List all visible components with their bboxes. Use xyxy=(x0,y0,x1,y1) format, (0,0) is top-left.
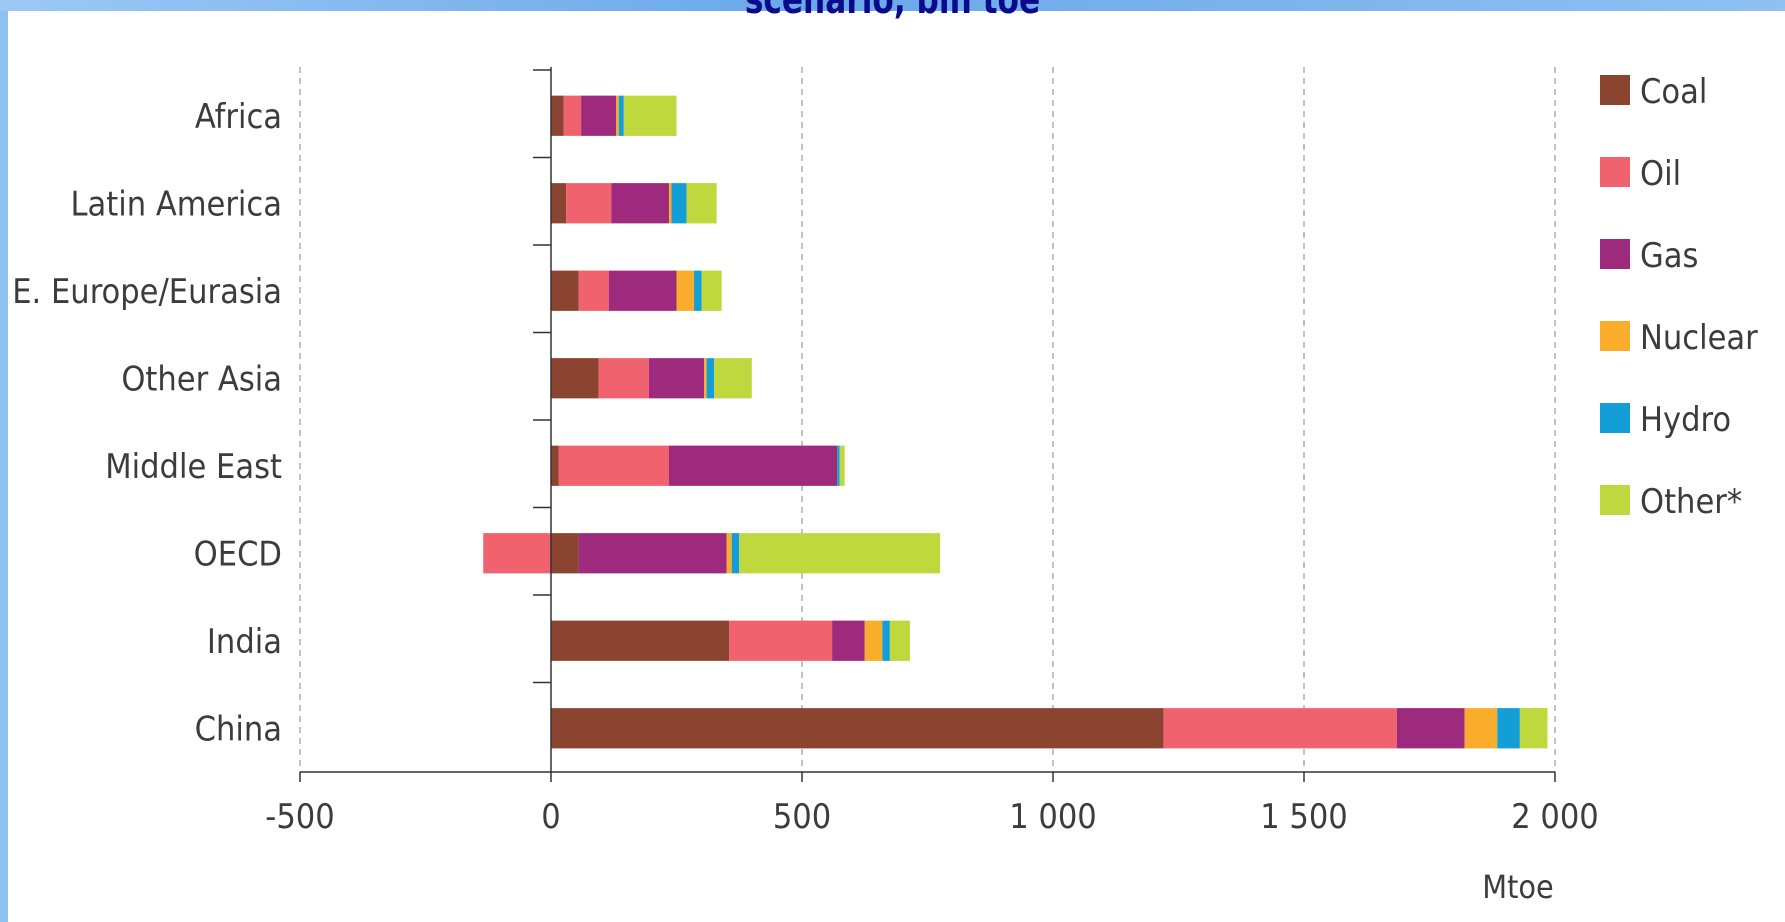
bar-china-hydro xyxy=(1497,708,1520,749)
legend: Coal Oil Gas Nuclear Hydro Other* xyxy=(1600,72,1758,522)
bar-china-other xyxy=(1519,708,1548,749)
legend-swatch-oil xyxy=(1600,157,1630,187)
bar-e-europe-eurasia-coal xyxy=(551,270,579,311)
legend-label-nuclear: Nuclear xyxy=(1640,318,1758,358)
bar-oecd-gas xyxy=(578,533,727,574)
legend-label-other: Other* xyxy=(1640,482,1742,522)
bar-china-oil xyxy=(1163,708,1397,749)
bar-middle-east-gas xyxy=(668,445,838,486)
x-tick-label: 1 000 xyxy=(1009,797,1097,837)
x-axis-label: Mtoe xyxy=(1482,868,1553,906)
bar-india-gas xyxy=(832,620,865,661)
bar-other-asia-gas xyxy=(648,358,705,399)
x-tick-label: 500 xyxy=(773,797,831,837)
bar-latin-america-oil xyxy=(566,183,612,224)
x-tick-label: 0 xyxy=(541,797,560,837)
bar-africa-gas xyxy=(581,95,617,136)
bar-africa-hydro xyxy=(618,95,624,136)
bar-other-asia-coal xyxy=(551,358,599,399)
chart-title: scenario, bln toe xyxy=(744,0,1041,23)
category-labels: Africa Latin America E. Europe/Eurasia Othe… xyxy=(12,97,282,750)
bar-oecd-oil xyxy=(483,533,551,574)
bar-india-nuclear xyxy=(864,620,883,661)
bar-latin-america-hydro xyxy=(671,183,687,224)
bar-oecd-hydro xyxy=(731,533,740,574)
bar-e-europe-eurasia-nuclear xyxy=(676,270,695,311)
bar-africa-other xyxy=(623,95,677,136)
bar-china-coal xyxy=(551,708,1164,749)
bar-other-asia-oil xyxy=(598,358,649,399)
bar-middle-east-oil xyxy=(558,445,669,486)
x-tick-label: -500 xyxy=(265,797,334,837)
category-label-e-europe-eurasia: E. Europe/Eurasia xyxy=(12,272,282,312)
bar-china-gas xyxy=(1396,708,1465,749)
legend-label-gas: Gas xyxy=(1640,236,1698,276)
gridlines xyxy=(299,67,1556,772)
bar-india-other xyxy=(889,620,910,661)
category-label-other-asia: Other Asia xyxy=(121,359,282,399)
bar-other-asia-other xyxy=(714,358,752,399)
bar-middle-east-coal xyxy=(551,445,559,486)
bar-other-asia-nuclear xyxy=(704,358,707,399)
bar-e-europe-eurasia-other xyxy=(701,270,722,311)
bar-latin-america-other xyxy=(686,183,717,224)
category-label-latin-america: Latin America xyxy=(70,184,282,224)
legend-swatch-hydro xyxy=(1600,403,1630,433)
bar-e-europe-eurasia-gas xyxy=(608,270,677,311)
x-tick-label: 2 000 xyxy=(1511,797,1599,837)
category-label-china: China xyxy=(195,709,282,749)
bar-india-coal xyxy=(551,620,730,661)
category-label-africa: Africa xyxy=(195,97,282,137)
bar-middle-east-other xyxy=(839,445,845,486)
category-label-india: India xyxy=(207,622,282,662)
category-label-oecd: OECD xyxy=(194,534,282,574)
legend-swatch-gas xyxy=(1600,239,1630,269)
bar-other-asia-hydro xyxy=(706,358,715,399)
legend-label-hydro: Hydro xyxy=(1640,400,1731,440)
bar-oecd-other xyxy=(739,533,941,574)
bar-china-nuclear xyxy=(1464,708,1498,749)
bar-africa-nuclear xyxy=(616,95,619,136)
bar-africa-coal xyxy=(551,95,564,136)
bar-africa-oil xyxy=(563,95,582,136)
top-window-strip xyxy=(0,0,1785,11)
legend-swatch-nuclear xyxy=(1600,321,1630,351)
bar-e-europe-eurasia-oil xyxy=(578,270,609,311)
bar-latin-america-nuclear xyxy=(668,183,672,224)
bar-oecd-nuclear xyxy=(726,533,732,574)
legend-swatch-coal xyxy=(1600,75,1630,105)
category-label-middle-east: Middle East xyxy=(105,447,282,487)
legend-swatch-other xyxy=(1600,485,1630,515)
bar-latin-america-coal xyxy=(551,183,567,224)
bar-india-oil xyxy=(729,620,833,661)
bar-oecd-coal xyxy=(551,533,579,574)
x-tick-label: 1 500 xyxy=(1260,797,1348,837)
chart-panel xyxy=(8,11,1785,922)
x-tick-labels: -500 0 500 1 000 1 500 2 000 xyxy=(265,797,1598,837)
bar-latin-america-gas xyxy=(611,183,669,224)
bars xyxy=(483,95,1548,749)
legend-label-coal: Coal xyxy=(1640,72,1707,112)
bar-middle-east-hydro xyxy=(837,445,840,486)
bar-india-hydro xyxy=(882,620,890,661)
bar-e-europe-eurasia-hydro xyxy=(694,270,702,311)
axes xyxy=(299,67,1556,782)
legend-label-oil: Oil xyxy=(1640,154,1681,194)
